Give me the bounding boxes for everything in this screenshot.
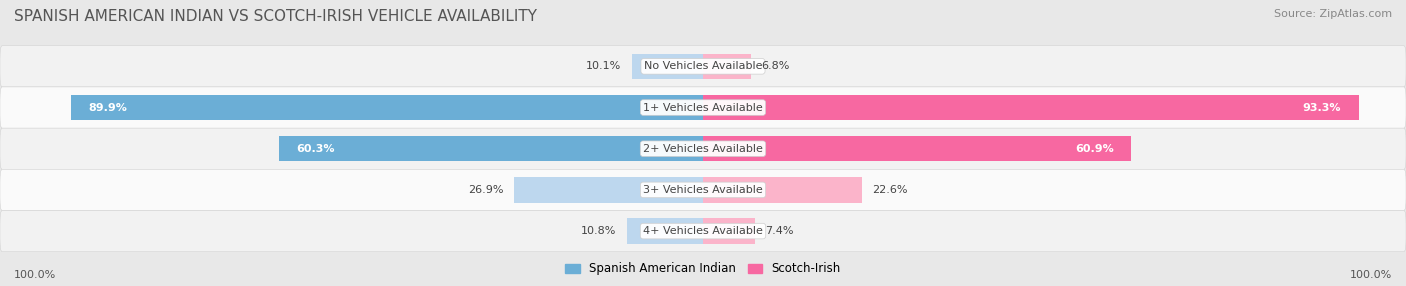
Bar: [70, 95, 703, 120]
Bar: [627, 218, 703, 244]
Bar: [703, 136, 1130, 162]
Text: 100.0%: 100.0%: [1350, 270, 1392, 280]
Text: 60.3%: 60.3%: [297, 144, 335, 154]
Bar: [633, 53, 703, 79]
FancyBboxPatch shape: [0, 128, 1406, 169]
Text: 10.1%: 10.1%: [586, 61, 621, 71]
Text: 93.3%: 93.3%: [1303, 103, 1341, 112]
Text: 3+ Vehicles Available: 3+ Vehicles Available: [643, 185, 763, 195]
Text: 2+ Vehicles Available: 2+ Vehicles Available: [643, 144, 763, 154]
Text: 1+ Vehicles Available: 1+ Vehicles Available: [643, 103, 763, 112]
Bar: [278, 136, 703, 162]
Text: 10.8%: 10.8%: [581, 226, 616, 236]
Bar: [703, 95, 1358, 120]
FancyBboxPatch shape: [0, 46, 1406, 87]
Bar: [703, 53, 751, 79]
FancyBboxPatch shape: [0, 210, 1406, 252]
Text: SPANISH AMERICAN INDIAN VS SCOTCH-IRISH VEHICLE AVAILABILITY: SPANISH AMERICAN INDIAN VS SCOTCH-IRISH …: [14, 9, 537, 23]
Legend: Spanish American Indian, Scotch-Irish: Spanish American Indian, Scotch-Irish: [561, 258, 845, 280]
Text: 7.4%: 7.4%: [765, 226, 794, 236]
Bar: [515, 177, 703, 203]
Bar: [703, 218, 755, 244]
Text: 26.9%: 26.9%: [468, 185, 503, 195]
Bar: [703, 177, 862, 203]
Text: 6.8%: 6.8%: [762, 61, 790, 71]
Text: 4+ Vehicles Available: 4+ Vehicles Available: [643, 226, 763, 236]
Text: 89.9%: 89.9%: [89, 103, 128, 112]
Text: 60.9%: 60.9%: [1074, 144, 1114, 154]
FancyBboxPatch shape: [0, 169, 1406, 210]
Text: No Vehicles Available: No Vehicles Available: [644, 61, 762, 71]
Text: 100.0%: 100.0%: [14, 270, 56, 280]
Text: 22.6%: 22.6%: [872, 185, 908, 195]
Text: Source: ZipAtlas.com: Source: ZipAtlas.com: [1274, 9, 1392, 19]
FancyBboxPatch shape: [0, 87, 1406, 128]
